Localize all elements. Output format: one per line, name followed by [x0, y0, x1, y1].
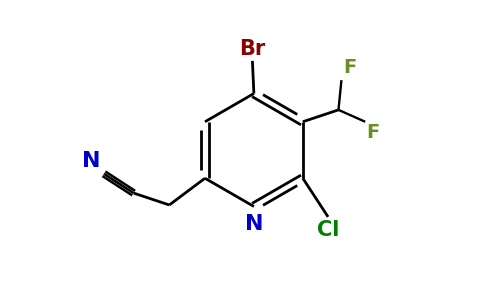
Text: Cl: Cl — [317, 220, 339, 240]
Text: F: F — [367, 123, 380, 142]
Text: N: N — [244, 214, 263, 234]
Text: Br: Br — [239, 39, 266, 59]
Text: F: F — [343, 58, 356, 77]
Text: N: N — [82, 151, 101, 171]
